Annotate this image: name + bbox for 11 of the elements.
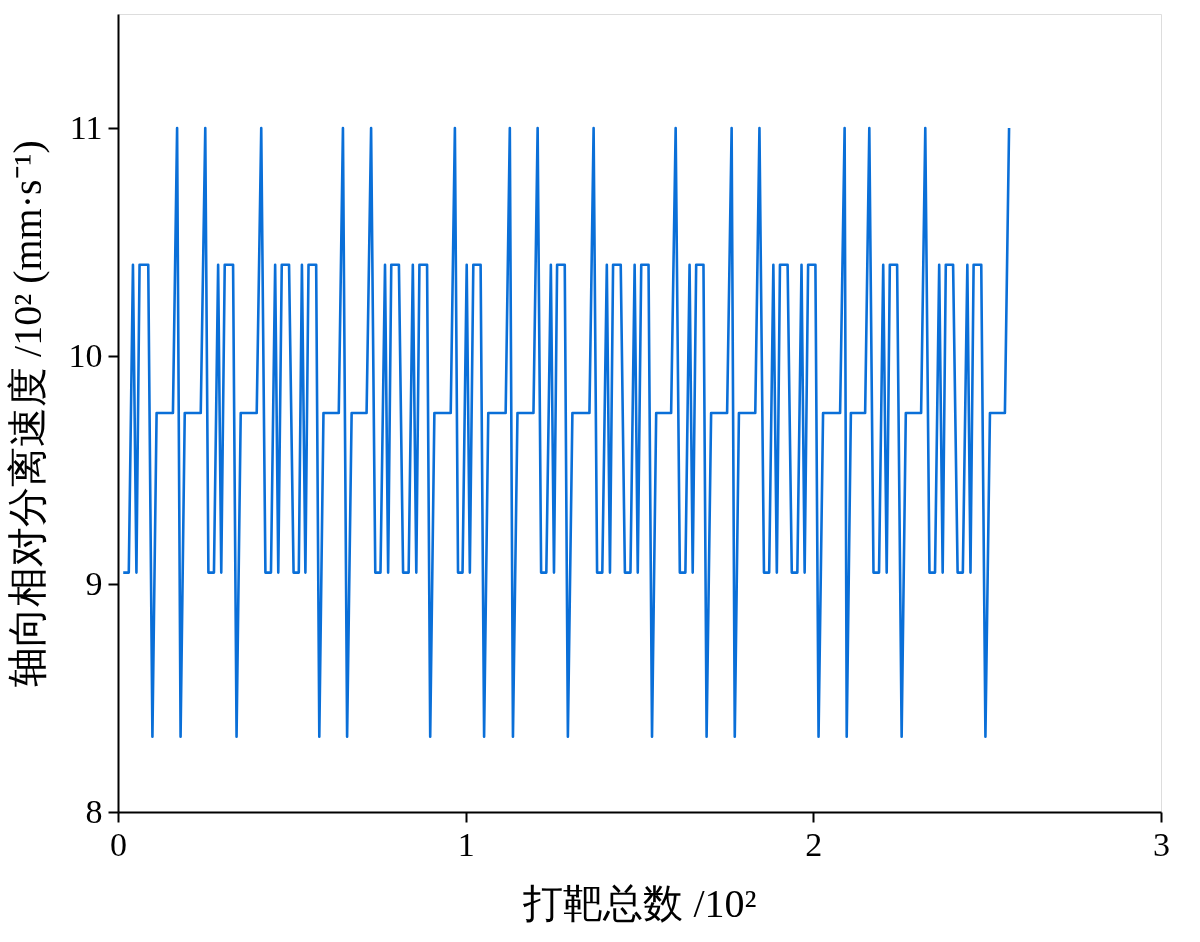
x-tick-label: 1 (457, 825, 475, 863)
y-tick-label: 10 (68, 336, 103, 374)
y-tick-label: 9 (85, 564, 103, 602)
x-axis-title: 打靶总数 /10² (522, 880, 757, 926)
x-tick-label: 2 (805, 825, 823, 863)
x-tick-label: 3 (1153, 825, 1170, 863)
y-tick-label: 11 (69, 108, 103, 146)
y-tick-label: 8 (85, 792, 103, 830)
line-series (121, 126, 1011, 739)
x-tick-label: 0 (110, 825, 127, 863)
y-axis-title: 轴向相对分离速度 /10² (mm·s⁻¹) (4, 140, 50, 687)
